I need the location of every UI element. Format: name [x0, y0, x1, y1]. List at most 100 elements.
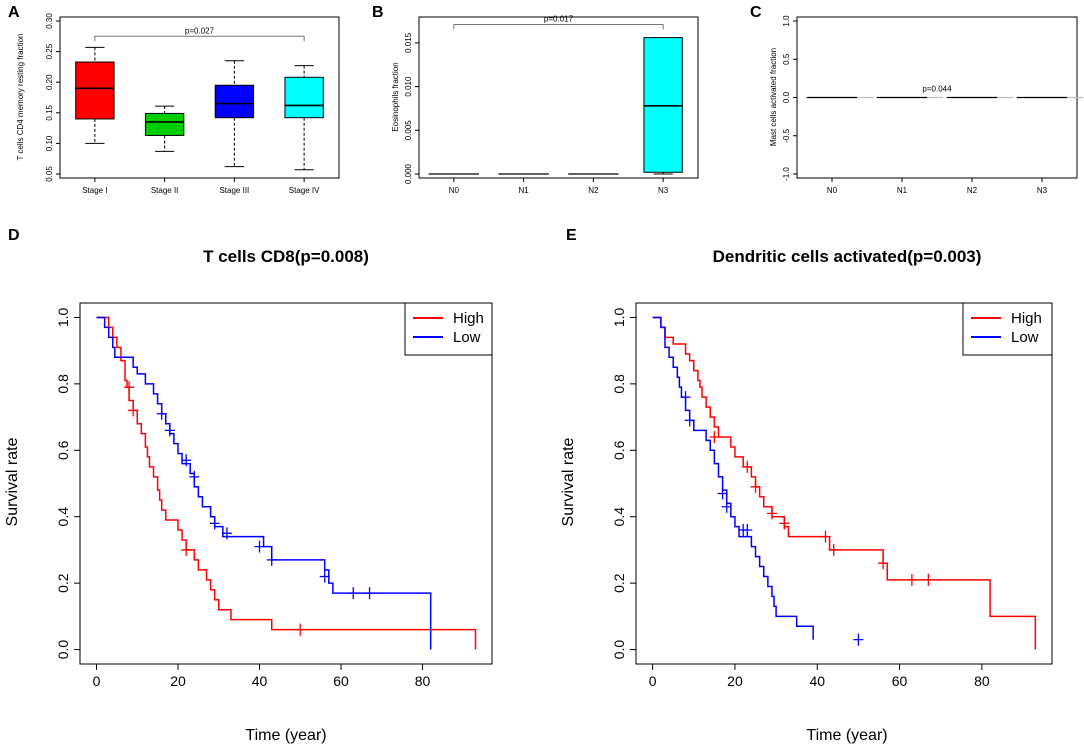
- x-tick-label: Stage II: [151, 186, 179, 195]
- x-axis-label: Time (year): [806, 727, 887, 744]
- x-tick-label: 40: [252, 673, 268, 689]
- plot-frame: [79, 302, 493, 665]
- x-tick-label: N1: [897, 186, 908, 195]
- censor-mark: [820, 530, 831, 543]
- y-tick-label: 0.10: [45, 135, 54, 151]
- y-tick-label: 0.8: [55, 374, 71, 394]
- y-tick-label: 0.005: [404, 120, 413, 141]
- p-value-label: p=0.027: [185, 26, 215, 35]
- panel-letter: C: [750, 4, 762, 21]
- x-tick-label: 60: [333, 673, 349, 689]
- y-tick-label: 0.15: [45, 104, 54, 120]
- censor-mark: [853, 633, 864, 646]
- y-tick-label: 0.0: [611, 640, 627, 660]
- censor-mark: [923, 573, 934, 586]
- plot-frame: [418, 16, 699, 179]
- y-axis-label: Mast cells activated fraction: [769, 48, 778, 146]
- box-Stage I: [75, 61, 115, 120]
- censor-mark: [709, 431, 720, 444]
- x-tick-label: 20: [170, 673, 186, 689]
- p-value-label: p=0.044: [922, 84, 952, 93]
- x-tick-label: N2: [967, 186, 978, 195]
- y-tick-label: 0.8: [611, 374, 627, 394]
- x-tick-label: Stage IV: [289, 186, 320, 195]
- censor-mark: [221, 527, 232, 540]
- censor-mark: [181, 454, 192, 467]
- y-tick-label: 1.0: [55, 307, 71, 327]
- censor-mark: [156, 407, 167, 420]
- y-tick-label: 0.015: [404, 32, 413, 53]
- y-tick-label: 0.05: [45, 166, 54, 182]
- censor-mark: [721, 500, 732, 513]
- x-tick-label: 40: [809, 673, 825, 689]
- y-tick-label: 1.0: [611, 307, 627, 327]
- y-tick-label: 0.20: [45, 74, 54, 90]
- panel-letter: E: [566, 227, 577, 244]
- panel-E: E Dendritic cells activated(p=0.003) 0 20 40…: [560, 227, 1053, 744]
- chart-title: Dendritic cells activated(p=0.003): [713, 247, 982, 266]
- y-tick-label: 0.010: [404, 76, 413, 97]
- x-tick-label: Stage III: [219, 186, 249, 195]
- y-tick-label: 0.30: [45, 13, 54, 29]
- censor-mark: [906, 573, 917, 586]
- box-Stage II: [144, 112, 185, 136]
- y-tick-label: 0.000: [404, 163, 413, 184]
- box-Stage III: [214, 84, 255, 119]
- y-tick-label: -1.0: [782, 167, 791, 181]
- legend-label-low: Low: [1011, 329, 1039, 346]
- panel-A: A 0.05 0.10 0.15 0.20 0.25 0.30 T cells CD4 mem…: [8, 4, 340, 195]
- chart-title: T cells CD8(p=0.008): [203, 247, 369, 266]
- survival-curve-low: [652, 316, 814, 640]
- x-tick-label: 80: [415, 673, 431, 689]
- censor-mark: [717, 487, 728, 500]
- legend-label-high: High: [453, 310, 484, 327]
- censor-mark: [742, 460, 753, 473]
- y-axis-label: T cells CD4 memory resting fraction: [16, 34, 25, 161]
- censor-mark: [364, 587, 375, 600]
- censor-mark: [878, 557, 889, 570]
- censor-mark: [189, 470, 200, 483]
- y-tick-label: 0.6: [55, 440, 71, 460]
- y-tick-label: 0.4: [611, 507, 627, 527]
- y-tick-label: 0.2: [611, 573, 627, 593]
- x-tick-label: N1: [519, 186, 530, 195]
- censor-mark: [295, 623, 306, 636]
- plot-frame: [635, 302, 1053, 665]
- x-tick-label: N2: [588, 186, 599, 195]
- censor-mark: [319, 570, 330, 583]
- survival-curve-low: [96, 316, 432, 650]
- censor-mark: [750, 480, 761, 493]
- survival-curve-high: [96, 316, 477, 650]
- y-tick-label: 0.6: [611, 440, 627, 460]
- panel-B: B 0.000 0.005 0.010 0.015 Eosinophils fractio…: [372, 4, 699, 195]
- y-tick-label: 0.4: [55, 507, 71, 527]
- panel-D: D T cells CD8(p=0.008) 0 20 40 60 80 0.0 0.2 0.4 0…: [4, 227, 493, 744]
- y-axis-label: Eosinophils fraction: [391, 62, 400, 131]
- x-tick-label: N0: [827, 186, 838, 195]
- significance-bracket: [94, 35, 305, 42]
- censor-mark: [128, 404, 139, 417]
- panel-letter: A: [8, 4, 20, 21]
- x-tick-label: N3: [658, 186, 669, 195]
- censor-mark: [209, 517, 220, 530]
- y-tick-label: -0.5: [782, 128, 791, 142]
- legend-label-high: High: [1011, 310, 1042, 327]
- x-tick-label: 20: [727, 673, 743, 689]
- y-tick-label: 0.0: [782, 91, 791, 103]
- panel-C: C -1.0 -0.5 0.0 0.5 1.0 Mast cells activated f…: [750, 4, 1084, 195]
- plot-frame: [59, 16, 340, 179]
- y-tick-label: 0.0: [55, 640, 71, 660]
- censor-mark: [124, 381, 135, 394]
- y-tick-label: 0.2: [55, 573, 71, 593]
- x-tick-label: 0: [93, 673, 101, 689]
- censor-mark: [766, 507, 777, 520]
- panel-letter: B: [372, 4, 384, 21]
- x-tick-label: 60: [892, 673, 908, 689]
- box-Stage IV: [284, 76, 324, 119]
- censor-mark: [742, 523, 753, 536]
- p-value-label: p=0.017: [544, 14, 574, 23]
- legend-box: [404, 302, 493, 356]
- legend-box: [962, 302, 1053, 356]
- censor-mark: [254, 540, 265, 553]
